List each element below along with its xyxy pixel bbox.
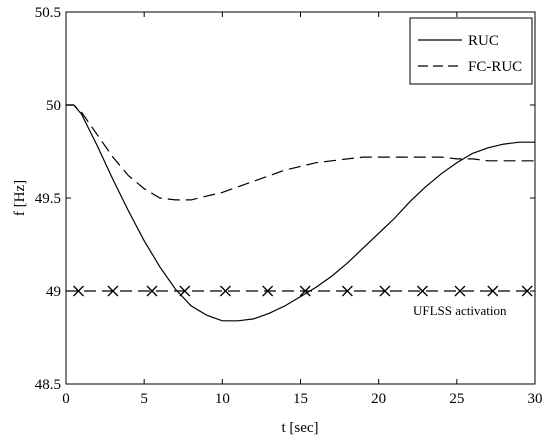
uflss-marker: [73, 285, 84, 297]
series-lines: [66, 104, 535, 322]
y-tick-label: 50: [46, 98, 61, 114]
uflss-marker: [146, 285, 158, 297]
x-tick-label: 20: [371, 391, 386, 407]
axis-ticks: 0 5 10 15 20 25 30 48.5 49 49.5 50 50.5: [35, 5, 543, 407]
x-tick-label: 30: [528, 391, 543, 407]
uflss-marker: [454, 285, 466, 297]
legend-label-ruc: RUC: [468, 33, 499, 49]
uflss-marker: [262, 285, 274, 297]
y-tick-label: 50.5: [35, 5, 61, 21]
uflss-marker: [299, 285, 311, 297]
uflss-marker: [341, 285, 353, 297]
x-tick-label: 5: [140, 391, 148, 407]
series-line-ruc: [66, 104, 535, 322]
uflss-annotation: UFLSS activation: [413, 303, 507, 318]
uflss-marker: [416, 285, 428, 297]
y-tick-label: 49.5: [35, 191, 61, 207]
legend-box: [409, 17, 533, 85]
y-tick-label: 49: [46, 284, 61, 300]
legend: RUC FC-RUC: [409, 17, 533, 85]
uflss-marker: [107, 285, 119, 297]
uflss-marker: [521, 285, 533, 297]
legend-label-fc-ruc: FC-RUC: [468, 59, 522, 75]
y-axis-label: f [Hz]: [12, 180, 28, 216]
x-tick-label: 0: [62, 391, 70, 407]
uflss-markers: [73, 285, 533, 297]
x-tick-label: 15: [293, 391, 308, 407]
y-tick-label: 48.5: [35, 377, 61, 393]
x-tick-label: 25: [449, 391, 464, 407]
uflss-marker: [379, 285, 391, 297]
uflss-marker: [179, 285, 191, 297]
x-tick-label: 10: [215, 391, 230, 407]
uflss-marker: [487, 285, 499, 297]
x-axis-label: t [sec]: [281, 420, 318, 436]
uflss-marker: [220, 285, 231, 297]
series-line-fc-ruc: [66, 104, 535, 201]
